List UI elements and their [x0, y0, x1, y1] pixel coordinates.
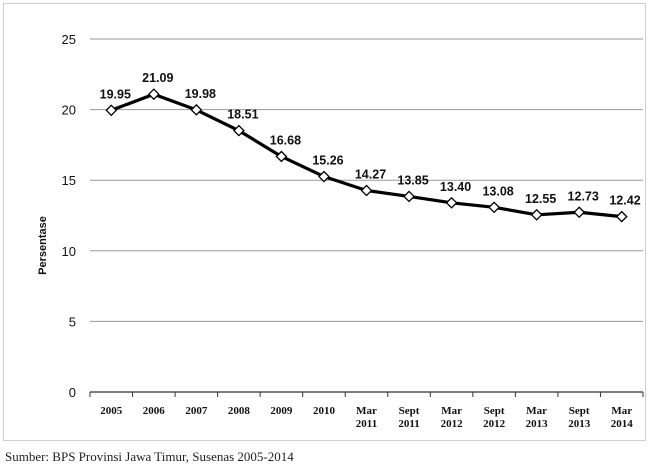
x-axis	[89, 391, 644, 397]
data-point-marker	[403, 190, 415, 203]
data-label: 12.42	[609, 194, 640, 208]
data-label: 13.40	[440, 180, 471, 194]
y-tick-label: 0	[69, 385, 76, 400]
line-chart: 0 5 10 15 20 25 2005 2006 2007 2008 2009 2010 Mar 20…	[37, 32, 644, 430]
x-tick-label: Sept 2012	[483, 405, 506, 430]
y-tick-label: 25	[62, 32, 76, 47]
data-label: 12.55	[525, 192, 556, 206]
data-point-marker	[360, 184, 373, 197]
x-tick-label: Mar 2014	[611, 405, 634, 430]
x-tick-label: Sept 2011	[398, 405, 419, 430]
data-point-marker	[615, 210, 628, 223]
data-markers	[105, 88, 628, 223]
x-tick-label: 2009	[270, 405, 293, 417]
data-label: 12.73	[568, 189, 599, 203]
data-labels: 19.95 21.09 19.98 18.51 16.68 15.26 14.27 13.85…	[100, 71, 641, 207]
data-label: 16.68	[270, 133, 301, 147]
data-point-marker	[275, 150, 288, 163]
data-label: 13.85	[397, 173, 428, 187]
data-label: 14.27	[355, 168, 386, 182]
data-point-marker	[488, 201, 501, 214]
y-axis-ticks: 0 5 10 15 20 25	[62, 32, 76, 400]
x-tick-label: Mar 2012	[441, 405, 464, 430]
x-tick-label: 2008	[228, 405, 251, 417]
source-note: Sumber: BPS Provinsi Jawa Timur, Susenas…	[5, 449, 294, 464]
x-tick-label: 2007	[185, 405, 208, 417]
data-point-marker	[147, 88, 160, 101]
y-tick-label: 5	[69, 314, 76, 329]
chart-frame: 0 5 10 15 20 25 2005 2006 2007 2008 2009 2010 Mar 20…	[3, 3, 646, 441]
data-point-marker	[190, 103, 203, 116]
data-label: 13.08	[482, 184, 513, 198]
gridlines	[90, 38, 643, 322]
y-tick-label: 20	[62, 103, 76, 118]
data-point-marker	[530, 208, 543, 221]
y-axis-label: Persentase	[37, 216, 49, 275]
data-point-marker	[232, 124, 245, 137]
data-label: 18.51	[227, 108, 258, 122]
data-point-marker	[105, 104, 118, 117]
data-point-marker	[445, 196, 458, 209]
data-label: 19.98	[185, 87, 216, 101]
data-point-marker	[318, 170, 330, 183]
x-tick-label: Sept 2013	[568, 405, 591, 430]
x-tick-label: Mar 2013	[526, 405, 549, 430]
x-tick-label: 2006	[143, 405, 166, 417]
x-axis-ticks: 2005 2006 2007 2008 2009 2010 Mar 2011 Sept 2011 M…	[100, 405, 633, 430]
data-label: 19.95	[100, 87, 131, 101]
x-tick-label: 2005	[100, 405, 123, 417]
data-point-marker	[573, 206, 586, 219]
data-label: 15.26	[312, 154, 343, 168]
data-label: 21.09	[142, 71, 173, 85]
y-tick-label: 15	[62, 173, 76, 188]
x-tick-label: 2010	[313, 405, 336, 417]
y-tick-label: 10	[62, 244, 76, 259]
x-tick-label: Mar 2011	[356, 405, 377, 430]
